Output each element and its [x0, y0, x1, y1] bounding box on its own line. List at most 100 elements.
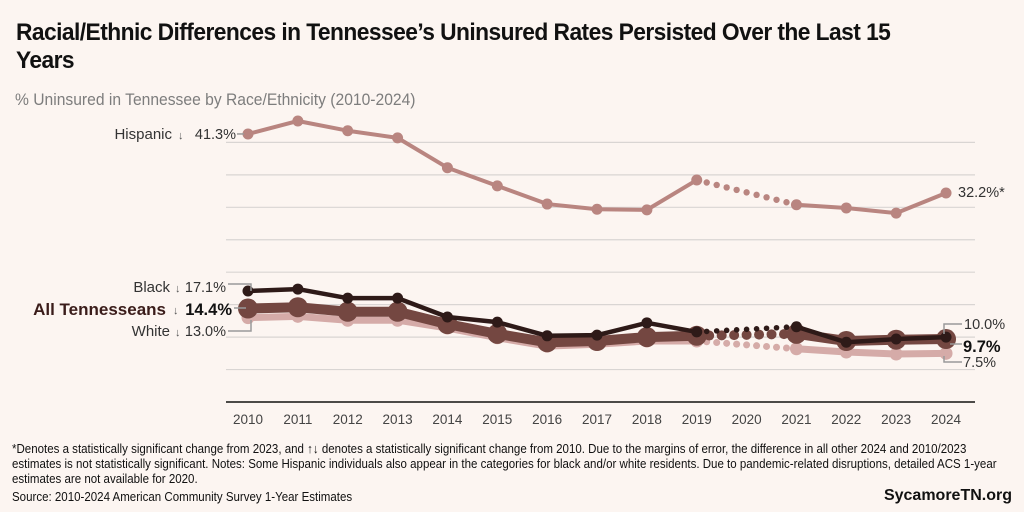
x-tick-label: 2014 — [432, 412, 463, 427]
x-tick-label: 2013 — [383, 412, 413, 427]
label-black-name: Black — [133, 279, 170, 296]
gap-dot-black — [743, 326, 750, 333]
footnote: *Denotes a statistically significant cha… — [12, 441, 997, 486]
x-tick-label: 2019 — [682, 412, 712, 427]
series-black — [242, 283, 952, 348]
gap-dot-hispanic — [763, 194, 770, 201]
label-all-name: All Tennesseans — [33, 300, 166, 319]
series-labels: Hispanic ↓ 41.3%32.2%*Black ↓ 17.1%All Tenne… — [33, 126, 1005, 371]
point-all-2011 — [287, 297, 308, 318]
leader-black-start — [228, 283, 252, 291]
label-all-start: 14.4% — [185, 301, 232, 319]
series-group — [238, 115, 957, 361]
gap-dot-black — [783, 324, 790, 331]
point-hispanic-2021 — [790, 199, 802, 211]
point-white-2024 — [939, 346, 953, 360]
point-black-2016 — [541, 330, 553, 342]
point-black-2018 — [641, 317, 653, 329]
x-tick-label: 2021 — [781, 412, 811, 427]
gap-dot-black — [723, 327, 730, 334]
gap-dot-black — [773, 324, 780, 331]
gap-dot-white — [763, 342, 771, 350]
gap-dot-black — [733, 327, 740, 333]
point-hispanic-2015 — [491, 180, 503, 192]
point-black-2022 — [840, 336, 852, 348]
series-line-white — [792, 345, 950, 358]
label-hispanic-arrow: ↓ — [178, 130, 184, 142]
leader-white-start — [228, 320, 252, 332]
point-hispanic-2024 — [940, 187, 952, 199]
gap-dot-black — [753, 325, 760, 332]
gap-dot-hispanic — [703, 179, 710, 186]
label-hispanic-end: 32.2%* — [958, 185, 1005, 201]
point-black-2023 — [890, 333, 902, 345]
label-white-end: 7.5% — [963, 355, 996, 371]
gap-dot-white — [773, 343, 781, 351]
gap-dot-white — [743, 341, 751, 349]
point-all-2015 — [487, 323, 508, 344]
series-line-black — [245, 286, 699, 339]
point-all-2013 — [387, 301, 408, 322]
gap-dot-hispanic — [783, 199, 790, 206]
gap-dot-hispanic — [773, 196, 780, 203]
point-all-2010 — [238, 298, 258, 319]
label-black-start: 17.1% — [185, 280, 226, 296]
x-tick-label: 2018 — [632, 412, 662, 427]
label-black-end: 10.0% — [964, 317, 1005, 333]
series-line-black — [794, 324, 949, 345]
label-all-arrow: ↓ — [173, 305, 179, 317]
point-black-2015 — [491, 316, 503, 328]
label-white-start: 13.0% — [185, 324, 226, 340]
series-line-all — [243, 302, 702, 348]
point-hispanic-2022 — [840, 202, 852, 214]
gap-dot-black — [713, 328, 720, 334]
gap-dot-hispanic — [743, 189, 750, 196]
point-black-2010 — [242, 285, 254, 297]
label-all-end: 9.7% — [963, 338, 1001, 356]
point-black-2019 — [691, 326, 703, 338]
x-tick-label: 2012 — [333, 412, 363, 427]
x-tick-label: 2015 — [482, 412, 512, 427]
gap-dot-white — [733, 340, 741, 348]
gap-dot-white — [753, 342, 761, 350]
gap-dot-all — [766, 329, 777, 340]
gap-dot-hispanic — [753, 191, 760, 199]
series-line-hispanic — [246, 118, 699, 212]
series-all — [238, 297, 957, 353]
gap-dot-black — [703, 328, 710, 335]
gap-dot-white — [723, 339, 731, 347]
gap-dot-white — [782, 344, 790, 352]
gap-dot-all — [716, 330, 727, 341]
point-hispanic-2018 — [641, 204, 653, 216]
x-tick-label: 2011 — [283, 412, 312, 427]
point-all-2018 — [636, 327, 657, 348]
point-black-2012 — [342, 292, 354, 304]
point-hispanic-2013 — [392, 132, 404, 144]
point-black-2013 — [392, 292, 404, 304]
x-tick-label: 2023 — [881, 412, 911, 427]
label-black-arrow: ↓ — [175, 283, 181, 295]
source-note: Source: 2010-2024 American Community Sur… — [12, 489, 353, 504]
point-black-2014 — [441, 311, 453, 323]
x-tick-label: 2024 — [931, 412, 962, 427]
x-tick-label: 2010 — [233, 412, 263, 427]
series-hispanic — [242, 115, 952, 219]
label-white-name: White — [132, 323, 170, 340]
x-tick-label: 2017 — [582, 412, 612, 427]
gap-dot-black — [763, 325, 770, 332]
leader-white-end — [943, 356, 962, 363]
point-hispanic-2016 — [541, 198, 553, 210]
label-white-arrow: ↓ — [175, 327, 181, 339]
point-hispanic-2017 — [591, 203, 603, 215]
point-white-2021 — [789, 342, 803, 356]
x-tick-label: 2020 — [732, 412, 762, 427]
chart-subtitle: % Uninsured in Tennessee by Race/Ethnici… — [15, 90, 416, 109]
point-all-2012 — [337, 301, 358, 322]
point-black-2017 — [591, 329, 603, 341]
series-line-hispanic — [794, 191, 949, 216]
x-tick-label: 2022 — [831, 412, 861, 427]
x-axis-ticks: 2010 2011 2012 2013 2014 2015 2016 2017 2018 2019… — [233, 412, 962, 427]
gap-dot-hispanic — [713, 181, 720, 189]
gap-dot-all — [741, 329, 752, 340]
x-tick-label: 2016 — [532, 412, 562, 427]
